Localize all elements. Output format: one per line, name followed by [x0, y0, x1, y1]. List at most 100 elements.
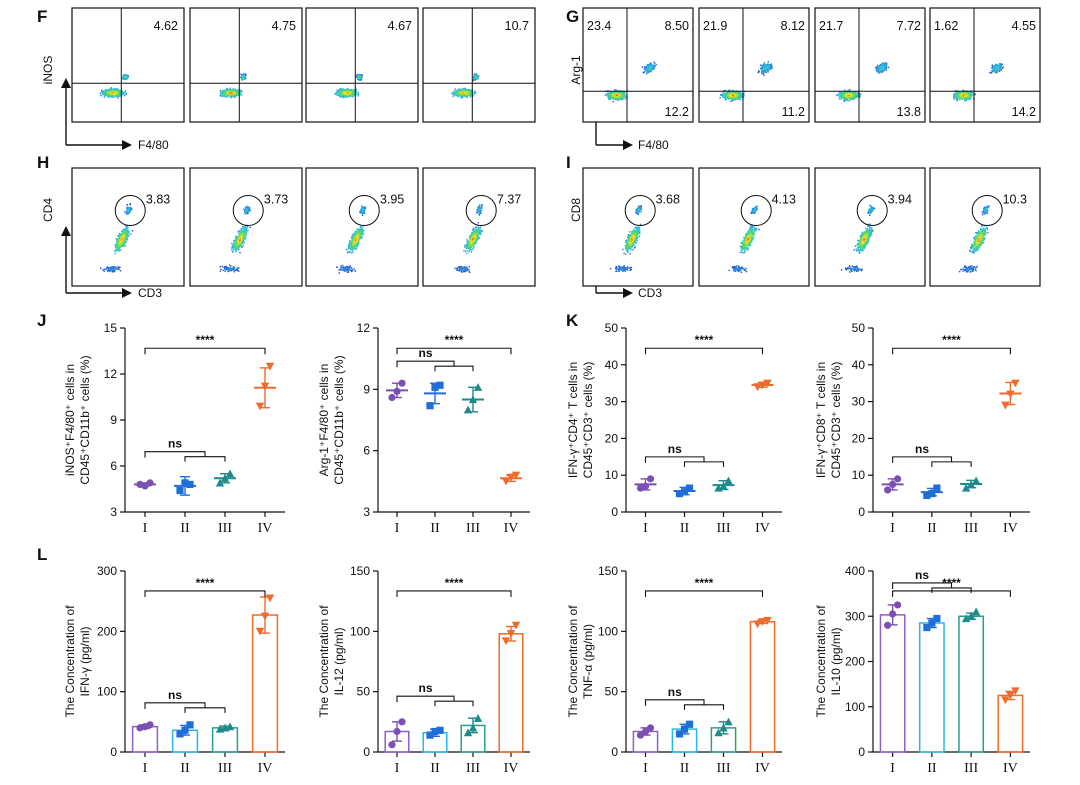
event-dot [646, 65, 649, 68]
event-dot [882, 64, 884, 66]
event-dot [879, 63, 881, 66]
flow-panel-f: iNOS F4/80 4.62 4.75 4.67 10.7 [41, 7, 536, 152]
event-dot [850, 92, 852, 95]
event-dot [743, 95, 745, 97]
event-dot [462, 94, 464, 96]
event-dot [724, 97, 726, 99]
event-dot [613, 97, 615, 100]
event-dot [231, 90, 233, 93]
event-dot [355, 91, 358, 93]
event-dot [846, 99, 849, 101]
event-dot [123, 94, 126, 97]
event-dot [610, 97, 613, 100]
event-dot [654, 62, 656, 64]
event-dot [763, 68, 765, 71]
event-dot [762, 63, 765, 66]
event-dot [339, 90, 341, 92]
event-dot [230, 96, 233, 98]
event-dot [457, 92, 460, 95]
event-dot [724, 89, 727, 92]
event-dot [767, 61, 769, 63]
event-dot [112, 90, 114, 93]
event-dot [340, 89, 343, 91]
event-dot [114, 96, 117, 98]
event-dot [611, 92, 614, 94]
event-dot [842, 95, 844, 97]
event-dot [231, 94, 233, 96]
event-dot [457, 96, 459, 98]
event-dot [347, 94, 349, 96]
event-dot [876, 67, 879, 70]
event-dot [854, 94, 856, 96]
event-dot [115, 92, 117, 94]
flow-plot-frame [698, 7, 810, 123]
event-dot [876, 68, 878, 71]
event-dot [105, 93, 108, 95]
event-dot [730, 100, 732, 102]
event-dot [464, 93, 467, 95]
event-dot [736, 97, 739, 99]
event-dot [762, 65, 764, 67]
event-dot [724, 93, 727, 95]
panel-label-g: G [566, 7, 579, 26]
event-dot [105, 91, 107, 93]
event-dot [882, 62, 884, 64]
event-dot [726, 97, 728, 99]
event-dot [757, 70, 760, 72]
event-dot [623, 96, 626, 98]
event-dot [234, 90, 236, 92]
event-dot [224, 90, 226, 93]
event-dot [740, 96, 742, 98]
event-dot [763, 74, 765, 76]
event-dot [113, 88, 115, 90]
event-dot [856, 94, 858, 96]
event-dot [842, 97, 845, 99]
event-dot [881, 71, 883, 74]
event-dot [347, 91, 349, 93]
event-dot [614, 96, 617, 99]
event-dot [110, 96, 112, 98]
event-dot [110, 88, 112, 91]
event-dot [761, 73, 763, 75]
event-dot [240, 91, 242, 93]
event-dot [842, 94, 844, 96]
event-dot [116, 88, 118, 90]
event-dot [360, 79, 362, 81]
event-dot [358, 93, 360, 95]
event-dot [223, 89, 226, 92]
event-dot [227, 89, 229, 92]
event-dot [468, 89, 470, 91]
event-dot [122, 92, 124, 94]
event-dot [99, 92, 101, 95]
event-dot [728, 93, 731, 96]
event-dot [463, 90, 465, 92]
event-dot [233, 91, 235, 93]
event-dot [846, 92, 848, 94]
event-dot [124, 76, 127, 78]
event-dot [343, 96, 346, 98]
event-dot [351, 95, 353, 97]
event-dot [843, 93, 845, 95]
event-dot [240, 90, 242, 92]
event-dot [109, 90, 111, 92]
event-dot [725, 97, 727, 99]
event-dot [838, 91, 841, 93]
event-dot [240, 89, 242, 91]
event-dot [111, 88, 113, 90]
event-dot [237, 93, 239, 95]
event-dot [856, 94, 858, 97]
event-dot [623, 91, 625, 94]
panel-label-i: I [566, 153, 571, 172]
event-dot [860, 93, 862, 95]
event-dot [477, 76, 479, 78]
event-dot [844, 91, 846, 93]
event-dot [454, 88, 456, 90]
event-dot [737, 93, 740, 95]
event-dot [620, 98, 622, 100]
event-dot [338, 93, 340, 96]
event-dot [723, 94, 725, 97]
event-dot [623, 94, 626, 96]
event-dot [341, 95, 343, 97]
event-dot [233, 90, 235, 92]
event-dot [734, 99, 736, 101]
